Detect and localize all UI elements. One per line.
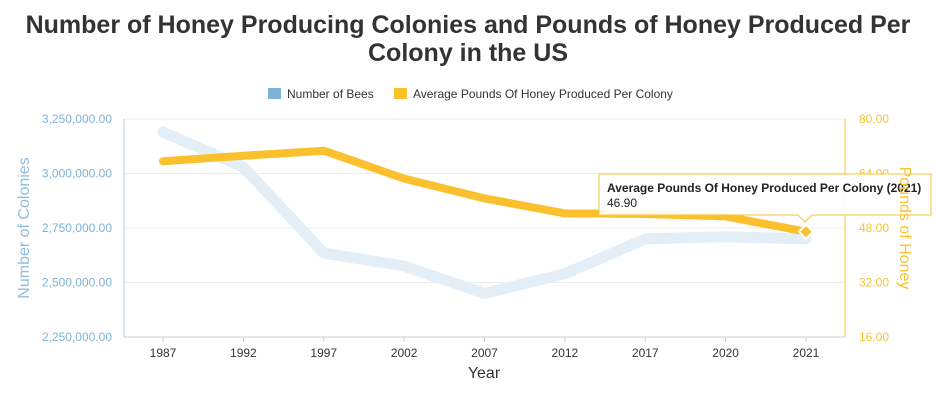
data-point[interactable] xyxy=(158,127,168,137)
x-tick-label: 1997 xyxy=(310,346,337,360)
x-tick-label: 2007 xyxy=(471,346,498,360)
left-tick-label: 3,000,000.00 xyxy=(42,167,112,181)
data-point[interactable] xyxy=(560,208,570,218)
legend-swatch-number-of-bees[interactable] xyxy=(268,88,281,99)
x-tick-label: 2017 xyxy=(632,346,659,360)
data-point[interactable] xyxy=(238,151,248,161)
right-tick-label: 48.00 xyxy=(859,221,889,235)
x-axis-ticks: 1987 1992 1997 2002 2007 2012 2017 2020 2021 xyxy=(150,337,820,360)
tooltip-box xyxy=(598,173,932,223)
data-point[interactable] xyxy=(480,288,490,298)
chart-title-line-2: Colony in the US xyxy=(368,39,568,67)
legend-swatch-honey-per-colony[interactable] xyxy=(394,88,407,99)
x-tick-label: 2021 xyxy=(793,346,820,360)
data-points[interactable] xyxy=(158,127,815,298)
left-tick-label: 3,250,000.00 xyxy=(42,112,112,126)
chart-legend[interactable]: Number of Bees Average Pounds Of Honey P… xyxy=(268,87,673,101)
data-point[interactable] xyxy=(640,234,650,244)
data-point[interactable] xyxy=(399,261,409,271)
legend-label-number-of-bees[interactable]: Number of Bees xyxy=(287,87,374,101)
tooltip: Average Pounds Of Honey Produced Per Col… xyxy=(598,173,932,223)
x-tick-label: 2020 xyxy=(712,346,739,360)
right-tick-label: 80.00 xyxy=(859,112,889,126)
left-tick-label: 2,250,000.00 xyxy=(42,330,112,344)
data-point[interactable] xyxy=(238,162,248,172)
tooltip-title: Average Pounds Of Honey Produced Per Col… xyxy=(607,181,921,195)
right-axis-title: Pounds of Honey xyxy=(896,167,913,290)
right-tick-label: 16.00 xyxy=(859,330,889,344)
right-tick-label: 32.00 xyxy=(859,276,889,290)
chart-title-line-1: Number of Honey Producing Colonies and P… xyxy=(26,11,911,39)
data-point[interactable] xyxy=(399,174,409,184)
legend-label-honey-per-colony[interactable]: Average Pounds Of Honey Produced Per Col… xyxy=(413,87,673,101)
data-point[interactable] xyxy=(319,146,329,156)
x-tick-label: 1992 xyxy=(230,346,257,360)
left-tick-label: 2,750,000.00 xyxy=(42,221,112,235)
x-axis-title: Year xyxy=(468,365,501,382)
x-tick-label: 1987 xyxy=(150,346,177,360)
data-point-highlighted[interactable] xyxy=(797,223,815,241)
x-tick-label: 2002 xyxy=(391,346,418,360)
x-tick-label: 2012 xyxy=(552,346,579,360)
series-line-honey-per-colony[interactable] xyxy=(159,146,810,236)
data-point[interactable] xyxy=(721,232,731,242)
data-point[interactable] xyxy=(319,248,329,258)
left-axis-title: Number of Colonies xyxy=(16,157,33,298)
data-point[interactable] xyxy=(560,269,570,279)
data-point[interactable] xyxy=(158,156,168,166)
left-axis-ticks: 2,250,000.00 2,500,000.00 2,750,000.00 3,00… xyxy=(42,112,112,344)
series-line-number-of-bees[interactable] xyxy=(157,126,812,299)
left-tick-label: 2,500,000.00 xyxy=(42,276,112,290)
tooltip-value: 46.90 xyxy=(607,196,637,210)
data-point[interactable] xyxy=(480,193,490,203)
